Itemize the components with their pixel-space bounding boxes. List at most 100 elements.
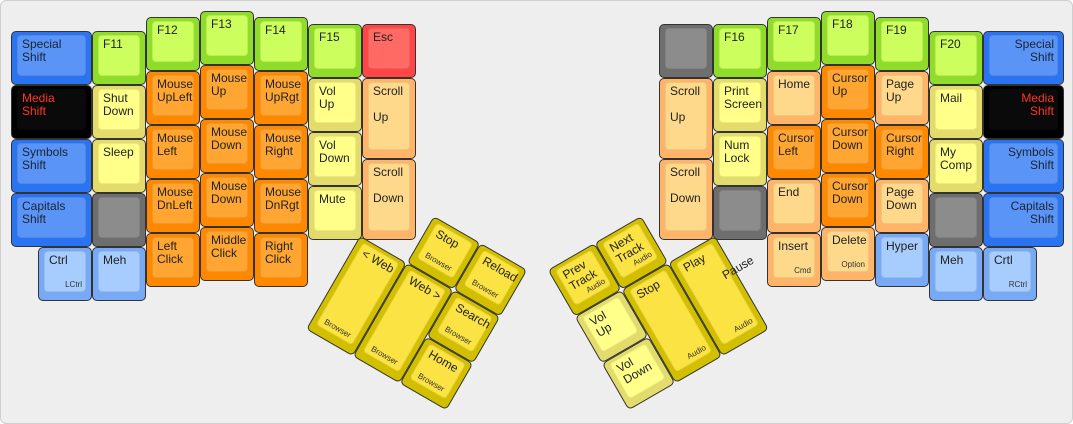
keycap-top: Capitals Shift [17, 197, 86, 238]
keycap-top: Shut Down [98, 89, 140, 130]
key-mouse-down[interactable]: Mouse Down [200, 119, 254, 173]
key-label: Mouse Right [265, 131, 302, 158]
key-symbols-shift[interactable]: Symbols Shift [11, 139, 92, 193]
key-media-shift[interactable]: Media Shift [11, 85, 92, 139]
key-page-up[interactable]: Page Up [875, 71, 929, 125]
key-f16[interactable]: F16 [713, 24, 767, 78]
key-esc[interactable]: Esc [362, 24, 416, 78]
keycap-top: Vol Down [314, 136, 356, 177]
key-scroll-down[interactable]: Scroll Down [362, 159, 416, 240]
key-f12[interactable]: F12 [146, 17, 200, 71]
keycap-top: My Comp [935, 143, 977, 184]
key-scroll-up[interactable]: Scroll Up [659, 78, 713, 159]
key-symbols-shift[interactable]: Symbols Shift [983, 139, 1064, 193]
key-mouse-down[interactable]: Mouse Down [200, 173, 254, 227]
key-mouse-dnleft[interactable]: Mouse DnLeft [146, 179, 200, 233]
key-f18[interactable]: F18 [821, 11, 875, 65]
key-mouse-upleft[interactable]: Mouse UpLeft [146, 71, 200, 125]
key-meh[interactable]: Meh [929, 247, 983, 301]
key-label: Media Shift [1021, 91, 1054, 118]
key-cursor-up[interactable]: Cursor Up [821, 65, 875, 119]
key-label: Page Up [886, 77, 915, 104]
key-label: Symbols Shift [1007, 145, 1054, 172]
key-home[interactable]: Home [767, 71, 821, 125]
key-shut-down[interactable]: Shut Down [92, 85, 146, 139]
key-middle-click[interactable]: Middle Click [200, 227, 254, 281]
keycap-top: F17 [773, 21, 815, 62]
key-mail[interactable]: Mail [929, 85, 983, 139]
key-scroll-down[interactable]: Scroll Down [659, 159, 713, 240]
key-delete[interactable]: Delete Option [821, 227, 875, 281]
keycap-top: Num Lock [719, 136, 761, 177]
key-f19[interactable]: F19 [875, 17, 929, 71]
key-scroll-up[interactable]: Scroll Up [362, 78, 416, 159]
key-cursor-down[interactable]: Cursor Down [821, 119, 875, 173]
key-sublabel: Audio [685, 343, 708, 362]
key-num-lock[interactable]: Num Lock [713, 132, 767, 186]
key-f17[interactable]: F17 [767, 17, 821, 71]
keycap-top: F13 [206, 15, 248, 56]
keycap-top: Page Up [881, 75, 923, 116]
key-hyper[interactable]: Hyper [875, 233, 929, 287]
key-mouse-left[interactable]: Mouse Left [146, 125, 200, 179]
key-label: F17 [778, 23, 799, 37]
key-f15[interactable]: F15 [308, 24, 362, 78]
key-label: Num Lock [724, 138, 750, 165]
key-vol-down[interactable]: Vol Down [308, 132, 362, 186]
keycap-top: Media Shift [17, 89, 86, 130]
key-label: Stop [433, 226, 462, 252]
key-vol-up[interactable]: Vol Up [308, 78, 362, 132]
key-mute[interactable]: Mute [308, 186, 362, 240]
key-label: Left Click [157, 239, 183, 266]
keycap-top: Left Click [152, 237, 194, 278]
key-label: Right Click [265, 239, 294, 266]
key-blank[interactable] [713, 186, 767, 240]
key-label: Special Shift [1014, 37, 1054, 64]
key-label: Scroll Down [670, 165, 701, 205]
key-media-shift[interactable]: Media Shift [983, 85, 1064, 139]
key-left-click[interactable]: Left Click [146, 233, 200, 287]
key-blank[interactable] [659, 24, 713, 78]
key-insert[interactable]: Insert Cmd [767, 233, 821, 287]
key-mouse-dnrgt[interactable]: Mouse DnRgt [254, 179, 308, 233]
key-print-screen[interactable]: Print Screen [713, 78, 767, 132]
key-mouse-up[interactable]: Mouse Up [200, 65, 254, 119]
keycap-top: Esc [368, 28, 410, 69]
key-label: Delete [832, 233, 867, 247]
key-end[interactable]: End [767, 179, 821, 233]
keycap-top: Cursor Right [881, 129, 923, 170]
key-crtl[interactable]: Crtl RCtrl [983, 247, 1037, 301]
key-cursor-right[interactable]: Cursor Right [875, 125, 929, 179]
key-blank[interactable] [92, 193, 146, 247]
keycap-top: Special Shift [989, 35, 1058, 76]
key-label: Cursor Down [832, 125, 869, 152]
key-f13[interactable]: F13 [200, 11, 254, 65]
key-blank[interactable] [929, 193, 983, 247]
key-f20[interactable]: F20 [929, 31, 983, 85]
key-f11[interactable]: F11 [92, 31, 146, 85]
key-special-shift[interactable]: Special Shift [983, 31, 1064, 85]
key-capitals-shift[interactable]: Capitals Shift [983, 193, 1064, 247]
key-label: Mouse Down [211, 179, 248, 206]
key-my-comp[interactable]: My Comp [929, 139, 983, 193]
keycap-top: Mouse Up [206, 69, 248, 110]
key-page-down[interactable]: Page Down [875, 179, 929, 233]
key-capitals-shift[interactable]: Capitals Shift [11, 193, 92, 247]
keycap-top [665, 28, 707, 69]
key-mouse-uprgt[interactable]: Mouse UpRgt [254, 71, 308, 125]
key-ctrl[interactable]: Ctrl LCtrl [38, 247, 92, 301]
key-meh[interactable]: Meh [92, 247, 146, 301]
key-f14[interactable]: F14 [254, 17, 308, 71]
key-right-click[interactable]: Right Click [254, 233, 308, 287]
key-label: Mouse UpRgt [265, 77, 302, 104]
keycap-top: Sleep [98, 143, 140, 184]
key-special-shift[interactable]: Special Shift [11, 31, 92, 85]
key-label: End [778, 185, 800, 199]
keycap-top: Meh [935, 251, 977, 292]
key-label: F20 [940, 37, 961, 51]
key-cursor-left[interactable]: Cursor Left [767, 125, 821, 179]
key-cursor-down[interactable]: Cursor Down [821, 173, 875, 227]
keycap-top [935, 197, 977, 238]
key-mouse-right[interactable]: Mouse Right [254, 125, 308, 179]
key-sleep[interactable]: Sleep [92, 139, 146, 193]
